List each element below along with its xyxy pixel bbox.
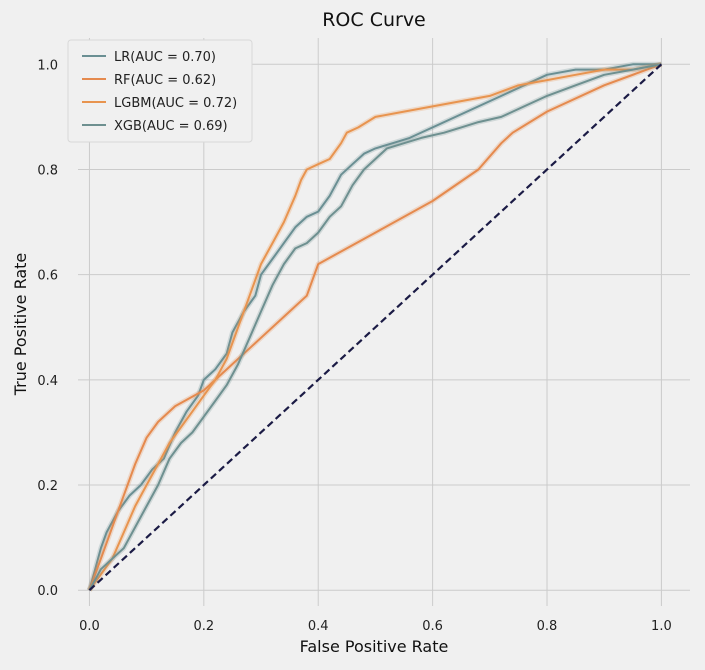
y-tick-label: 0.4: [37, 374, 58, 389]
diagonal-reference-line: [88, 63, 663, 592]
x-tick-label: 0.6: [422, 619, 443, 634]
legend-entry: XGB(AUC = 0.69): [114, 119, 228, 134]
x-tick-label: 0.2: [193, 619, 214, 634]
legend-entry: RF(AUC = 0.62): [114, 73, 216, 88]
x-tick-label: 0.8: [537, 619, 558, 634]
series-lines: [86, 61, 663, 592]
series-line-3: [88, 63, 662, 591]
y-tick-label: 0.2: [37, 479, 58, 494]
legend-box: [67, 39, 253, 143]
y-tick-label: 1.0: [37, 58, 58, 73]
tick-labels: 0.0 0.2 0.4 0.6 0.8 1.0 0.0 0.2 0.4 0.6 0.8 1.0: [37, 58, 671, 634]
legend: LR(AUC = 0.70) RF(AUC = 0.62) LGBM(AUC = 0…: [67, 39, 253, 143]
y-axis-label: True Positive Rate: [11, 253, 30, 397]
x-tick-label: 0.4: [308, 619, 329, 634]
y-tick-label: 0.8: [37, 163, 58, 178]
chart-title: ROC Curve: [322, 9, 426, 31]
series-line-1: [88, 63, 662, 591]
x-tick-label: 0.0: [79, 619, 100, 634]
y-tick-label: 0.0: [37, 584, 58, 599]
x-axis-label: False Positive Rate: [300, 637, 449, 656]
legend-entry: LR(AUC = 0.70): [114, 50, 216, 65]
legend-entry: LGBM(AUC = 0.72): [114, 96, 237, 111]
grid: [78, 38, 690, 606]
series-line-0: [88, 63, 662, 591]
series-line-2: [88, 63, 662, 591]
x-tick-label: 1.0: [651, 619, 672, 634]
y-tick-label: 0.6: [37, 269, 58, 284]
